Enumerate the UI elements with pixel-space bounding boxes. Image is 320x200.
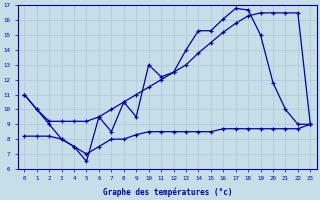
- X-axis label: Graphe des températures (°c): Graphe des températures (°c): [103, 187, 232, 197]
